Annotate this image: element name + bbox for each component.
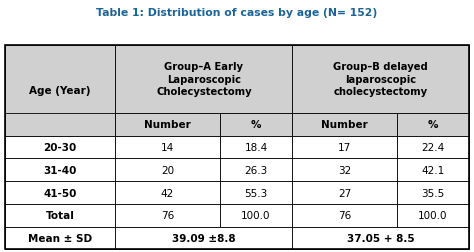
Bar xyxy=(115,136,219,159)
Text: 17: 17 xyxy=(338,142,351,152)
Text: 41-50: 41-50 xyxy=(43,188,77,198)
Bar xyxy=(219,113,292,136)
Text: Total: Total xyxy=(46,210,74,220)
Text: 55.3: 55.3 xyxy=(244,188,268,198)
Bar xyxy=(397,204,469,227)
Text: 100.0: 100.0 xyxy=(241,210,271,220)
Bar xyxy=(115,113,219,136)
Bar xyxy=(219,159,292,181)
Text: 42: 42 xyxy=(161,188,174,198)
Bar xyxy=(115,204,219,227)
Text: 76: 76 xyxy=(161,210,174,220)
Text: 100.0: 100.0 xyxy=(418,210,447,220)
Bar xyxy=(115,181,219,204)
Text: 31-40: 31-40 xyxy=(43,165,77,175)
Text: Number: Number xyxy=(144,120,191,130)
Text: 20: 20 xyxy=(161,165,174,175)
Text: 76: 76 xyxy=(338,210,351,220)
Bar xyxy=(219,181,292,204)
Text: 20-30: 20-30 xyxy=(44,142,77,152)
Text: 22.4: 22.4 xyxy=(421,142,445,152)
Bar xyxy=(5,45,115,136)
Bar xyxy=(292,113,397,136)
Bar xyxy=(397,136,469,159)
Bar xyxy=(5,204,115,227)
Text: Group–B delayed
laparoscopic
cholecystectomy: Group–B delayed laparoscopic cholecystec… xyxy=(333,62,428,97)
Text: 39.09 ±8.8: 39.09 ±8.8 xyxy=(172,233,236,243)
Text: %: % xyxy=(428,120,438,130)
Bar xyxy=(292,181,397,204)
Text: 35.5: 35.5 xyxy=(421,188,445,198)
Bar xyxy=(5,113,115,136)
Bar xyxy=(115,159,219,181)
Bar xyxy=(292,159,397,181)
Bar xyxy=(397,181,469,204)
Text: 14: 14 xyxy=(161,142,174,152)
Bar xyxy=(5,181,115,204)
Bar xyxy=(115,227,292,249)
Text: 42.1: 42.1 xyxy=(421,165,445,175)
Bar xyxy=(5,45,469,249)
Bar xyxy=(292,227,469,249)
Text: 37.05 + 8.5: 37.05 + 8.5 xyxy=(347,233,415,243)
Text: %: % xyxy=(251,120,261,130)
Bar xyxy=(397,159,469,181)
Text: Mean ± SD: Mean ± SD xyxy=(28,233,92,243)
Bar xyxy=(292,136,397,159)
Text: 27: 27 xyxy=(338,188,351,198)
Bar xyxy=(115,45,292,113)
Bar xyxy=(5,159,115,181)
Text: Number: Number xyxy=(321,120,368,130)
Text: Table 1: Distribution of cases by age (N= 152): Table 1: Distribution of cases by age (N… xyxy=(96,8,378,18)
Bar xyxy=(5,136,115,159)
Text: 26.3: 26.3 xyxy=(244,165,268,175)
Bar xyxy=(397,113,469,136)
Bar xyxy=(5,227,115,249)
Text: 18.4: 18.4 xyxy=(244,142,268,152)
Bar xyxy=(219,136,292,159)
Bar xyxy=(292,45,469,113)
Bar xyxy=(219,204,292,227)
Bar xyxy=(292,204,397,227)
Text: 32: 32 xyxy=(338,165,351,175)
Text: Age (Year): Age (Year) xyxy=(29,86,91,96)
Text: Group–A Early
Laparoscopic
Cholecystectomy: Group–A Early Laparoscopic Cholecystecto… xyxy=(156,62,252,97)
